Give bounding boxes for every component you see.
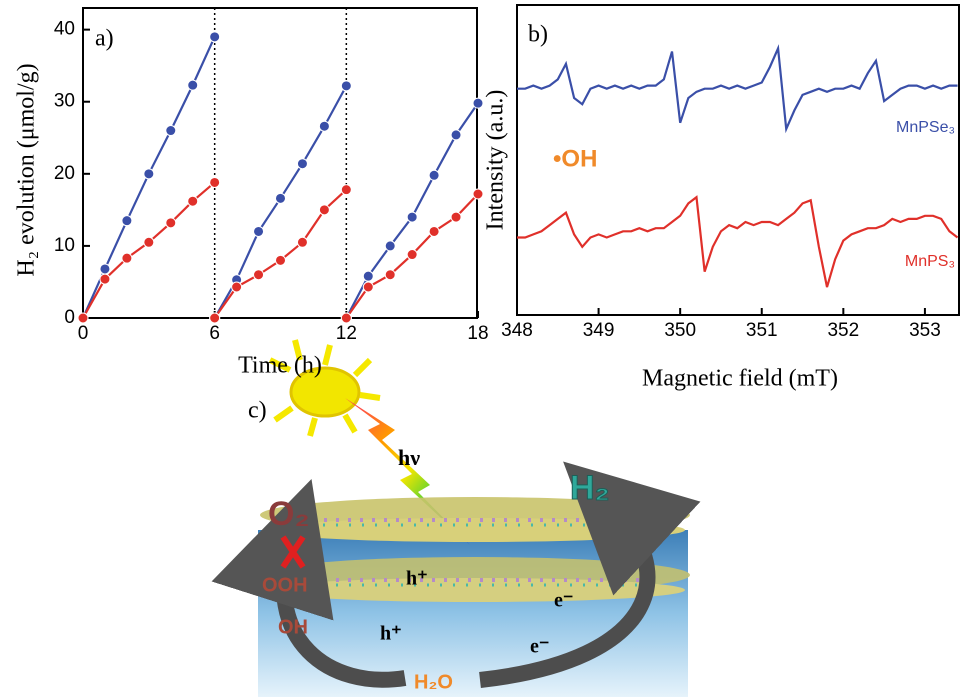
x-tick-label: 352	[827, 320, 859, 341]
marker	[253, 269, 265, 281]
marker	[99, 263, 111, 275]
marker	[384, 269, 396, 281]
arrow-right	[479, 461, 701, 688]
x-tick-label: 351	[746, 320, 778, 341]
y-tick-label: 10	[54, 235, 75, 256]
marker	[296, 236, 308, 248]
marker	[340, 184, 352, 196]
panel-label: a)	[95, 26, 114, 52]
marker	[77, 312, 89, 324]
h2o-label: H₂O	[414, 671, 453, 693]
marker	[165, 125, 177, 137]
legend-label: MnPS₃	[905, 253, 955, 270]
marker	[318, 204, 330, 216]
marker	[99, 273, 111, 285]
cross	[280, 535, 306, 569]
y-tick-label: 30	[54, 91, 75, 112]
light-label: hν	[398, 445, 420, 470]
y-tick-label: 20	[54, 163, 75, 184]
y-axis-label: H₂ evolution (μmol/g)	[14, 63, 40, 276]
plot-frame	[516, 4, 960, 316]
diagram: c) hν H₂ O₂ OOH OH H₂O h⁺ h⁺ e⁻ e⁻	[211, 339, 701, 697]
x-tick-label: 0	[78, 323, 89, 344]
x-tick-label: 349	[583, 320, 615, 341]
x-tick-label: 18	[467, 323, 488, 344]
marker	[428, 169, 440, 181]
marker	[362, 281, 374, 293]
x-tick-label: 353	[909, 320, 941, 341]
series-line	[517, 44, 958, 134]
x-tick-label: 6	[209, 323, 220, 344]
h2-label: H₂	[570, 469, 610, 507]
x-axis-label: Magnetic field (mT)	[642, 366, 838, 392]
marker	[428, 225, 440, 237]
x-tick-label: 348	[501, 320, 533, 341]
y-tick-label: 40	[54, 19, 75, 40]
marker	[121, 215, 133, 227]
marker	[450, 211, 462, 223]
x-tick-label: 12	[336, 323, 357, 344]
series-line	[81, 36, 479, 319]
marker	[253, 225, 265, 237]
marker	[143, 236, 155, 248]
oh-label: OH	[278, 616, 308, 638]
marker	[143, 168, 155, 180]
marker	[209, 176, 221, 188]
marker	[296, 158, 308, 170]
arrow-left	[211, 479, 407, 688]
marker	[406, 249, 418, 261]
radical-label: •OH	[553, 145, 597, 172]
marker	[209, 312, 221, 324]
plot-frame	[82, 7, 478, 319]
marker	[121, 252, 133, 264]
light-bolt	[345, 398, 470, 545]
sun	[268, 339, 381, 437]
marker	[340, 80, 352, 92]
marker	[209, 31, 221, 43]
marker	[450, 129, 462, 141]
marker	[340, 312, 352, 324]
marker	[318, 120, 330, 132]
series-line	[517, 195, 959, 288]
marker	[472, 188, 484, 200]
marker	[275, 254, 286, 266]
marker	[187, 79, 199, 91]
hole-label: h⁺	[406, 568, 428, 590]
x-tick-label: 350	[664, 320, 696, 341]
marker	[231, 281, 243, 293]
electron-label: e⁻	[530, 636, 549, 658]
electron-label: e⁻	[554, 590, 573, 612]
marker	[384, 240, 396, 252]
marker	[275, 192, 286, 204]
marker	[406, 211, 418, 223]
panel-label: c)	[248, 398, 267, 424]
hole-label: h⁺	[380, 623, 402, 645]
ooh-label: OOH	[262, 574, 308, 596]
legend-label: MnPSe₃	[896, 119, 955, 136]
marker	[362, 270, 374, 282]
y-tick-label: 0	[64, 307, 75, 328]
marker	[165, 217, 177, 229]
o2-label: O₂	[268, 495, 310, 533]
marker	[472, 97, 484, 109]
x-axis-label: Time (h)	[238, 353, 322, 379]
y-axis-label: Intensity (a.u.)	[483, 90, 509, 231]
panel-label: b)	[528, 22, 548, 48]
marker	[187, 195, 199, 207]
